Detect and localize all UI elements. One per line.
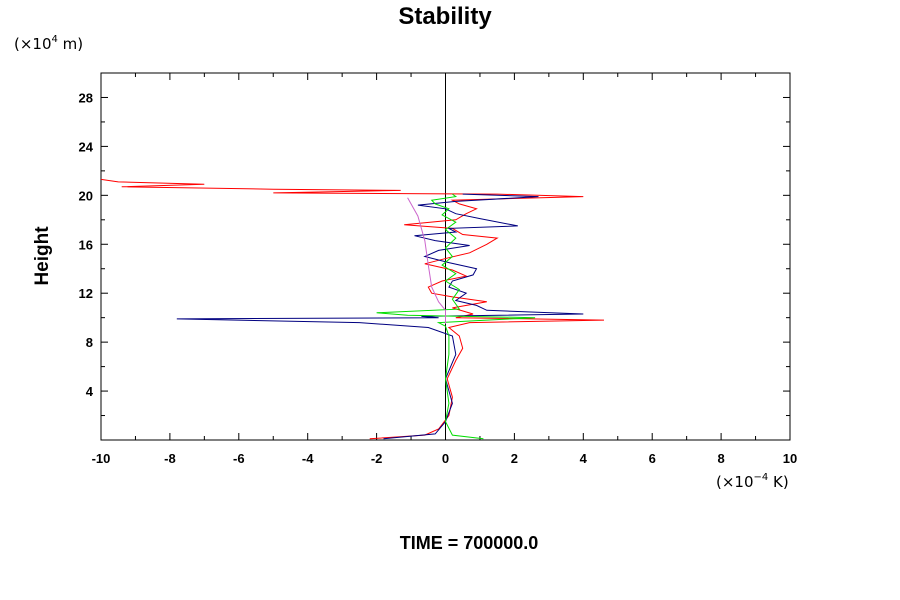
- series-line-1: [100, 178, 605, 440]
- x-tick-label: 6: [649, 451, 656, 466]
- series-line-3: [376, 193, 536, 440]
- time-label: TIME = 700000.0: [400, 533, 539, 553]
- x-tick-label: 10: [783, 451, 797, 466]
- series-line-4: [407, 197, 446, 324]
- x-tick-label: 8: [717, 451, 724, 466]
- y-tick-label: 12: [79, 286, 93, 301]
- x-tick-label: -10: [92, 451, 111, 466]
- y-axis-label: Height: [32, 226, 53, 286]
- y-axis-unit: (×104 m): [14, 34, 83, 53]
- x-tick-label: -6: [233, 451, 245, 466]
- y-tick-label: 16: [79, 237, 93, 252]
- y-tick-label: 4: [86, 384, 94, 399]
- x-tick-label: 2: [511, 451, 518, 466]
- series-line-2: [176, 193, 584, 440]
- x-tick-label: -8: [164, 451, 176, 466]
- x-tick-label: -4: [302, 451, 314, 466]
- y-tick-label: 24: [79, 139, 94, 154]
- x-tick-label: 0: [442, 451, 449, 466]
- chart-title: Stability: [398, 3, 492, 30]
- y-tick-label: 28: [79, 90, 93, 105]
- x-tick-label: -2: [371, 451, 383, 466]
- x-axis-unit: (×10−4 K): [716, 472, 789, 491]
- y-tick-label: 20: [79, 188, 93, 203]
- x-tick-label: 4: [580, 451, 588, 466]
- y-tick-label: 8: [86, 335, 93, 350]
